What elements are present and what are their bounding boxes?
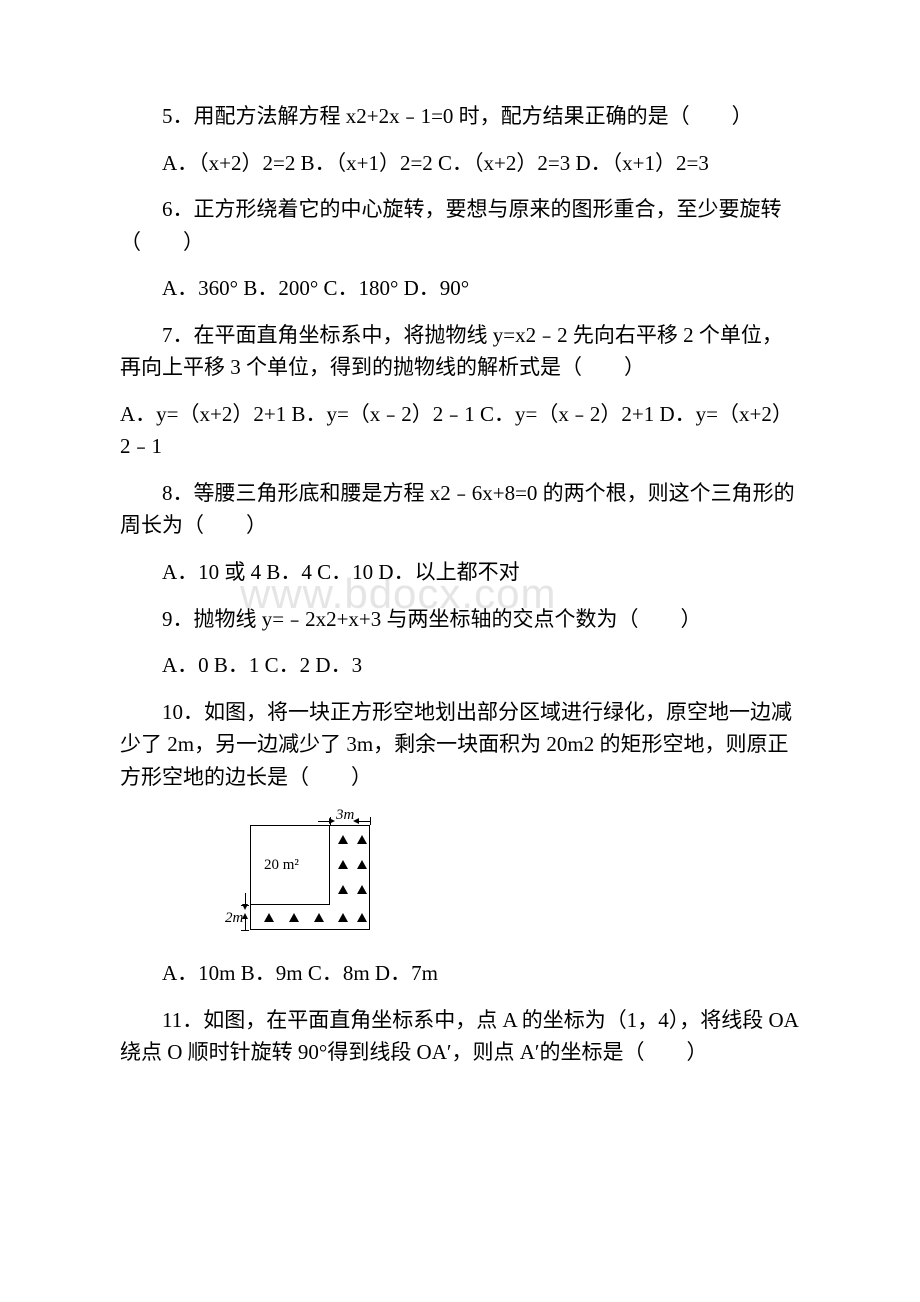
figure-tree-icon	[264, 913, 274, 922]
figure-tick-3m-a	[330, 817, 331, 825]
figure-arrow-2m-bot	[245, 918, 246, 930]
figure-arrow-2m-top	[245, 893, 246, 905]
question-10-options: A．10m B．9m C．8m D．7m	[120, 957, 800, 990]
question-7-text: 7．在平面直角坐标系中，将抛物线 y=x2﹣2 先向右平移 2 个单位，再向上平…	[120, 319, 800, 384]
figure-tick-2m-a	[241, 905, 249, 906]
figure-2m-label: 2m	[225, 910, 243, 927]
question-9-options: A．0 B．1 C．2 D．3	[120, 649, 800, 682]
figure-tree-icon	[357, 885, 367, 894]
figure-area-label: 20 m²	[264, 857, 299, 874]
question-10-figure: 20 m² 3m 2m	[240, 807, 390, 947]
figure-tree-icon	[338, 835, 348, 844]
figure-tree-icon	[338, 860, 348, 869]
figure-tree-icon	[357, 913, 367, 922]
figure-arrow-3m-right	[358, 821, 370, 822]
figure-tree-icon	[314, 913, 324, 922]
question-7-options: A．y=（x+2）2+1 B．y=（x﹣2）2﹣1 C．y=（x﹣2）2+1 D…	[120, 398, 800, 463]
figure-tick-2m-b	[241, 930, 249, 931]
figure-arrow-3m-left	[318, 821, 330, 822]
question-10-text: 10．如图，将一块正方形空地划出部分区域进行绿化，原空地一边减少了 2m，另一边…	[120, 696, 800, 794]
question-9-text: 9．抛物线 y=﹣2x2+x+3 与两坐标轴的交点个数为（ ）	[120, 603, 800, 636]
figure-tree-icon	[357, 835, 367, 844]
figure-3m-label: 3m	[336, 807, 354, 824]
figure-tree-icon	[289, 913, 299, 922]
question-8-options: A．10 或 4 B．4 C．10 D．以上都不对	[120, 556, 800, 589]
figure-tree-icon	[338, 913, 348, 922]
question-8-text: 8．等腰三角形底和腰是方程 x2﹣6x+8=0 的两个根，则这个三角形的周长为（…	[120, 477, 800, 542]
question-6-text: 6．正方形绕着它的中心旋转，要想与原来的图形重合，至少要旋转（ ）	[120, 193, 800, 258]
figure-tree-icon	[338, 885, 348, 894]
question-5-options: A．（x+2）2=2 B．（x+1）2=2 C．（x+2）2=3 D．（x+1）…	[120, 147, 800, 180]
figure-tick-3m-b	[370, 817, 371, 825]
question-5-text: 5．用配方法解方程 x2+2x﹣1=0 时，配方结果正确的是（ ）	[120, 100, 800, 133]
question-11-text: 11．如图，在平面直角坐标系中，点 A 的坐标为（1，4），将线段 OA 绕点 …	[120, 1004, 800, 1069]
figure-tree-icon	[357, 860, 367, 869]
document-content: 5．用配方法解方程 x2+2x﹣1=0 时，配方结果正确的是（ ） A．（x+2…	[120, 100, 800, 1069]
question-6-options: A．360° B．200° C．180° D．90°	[120, 272, 800, 305]
